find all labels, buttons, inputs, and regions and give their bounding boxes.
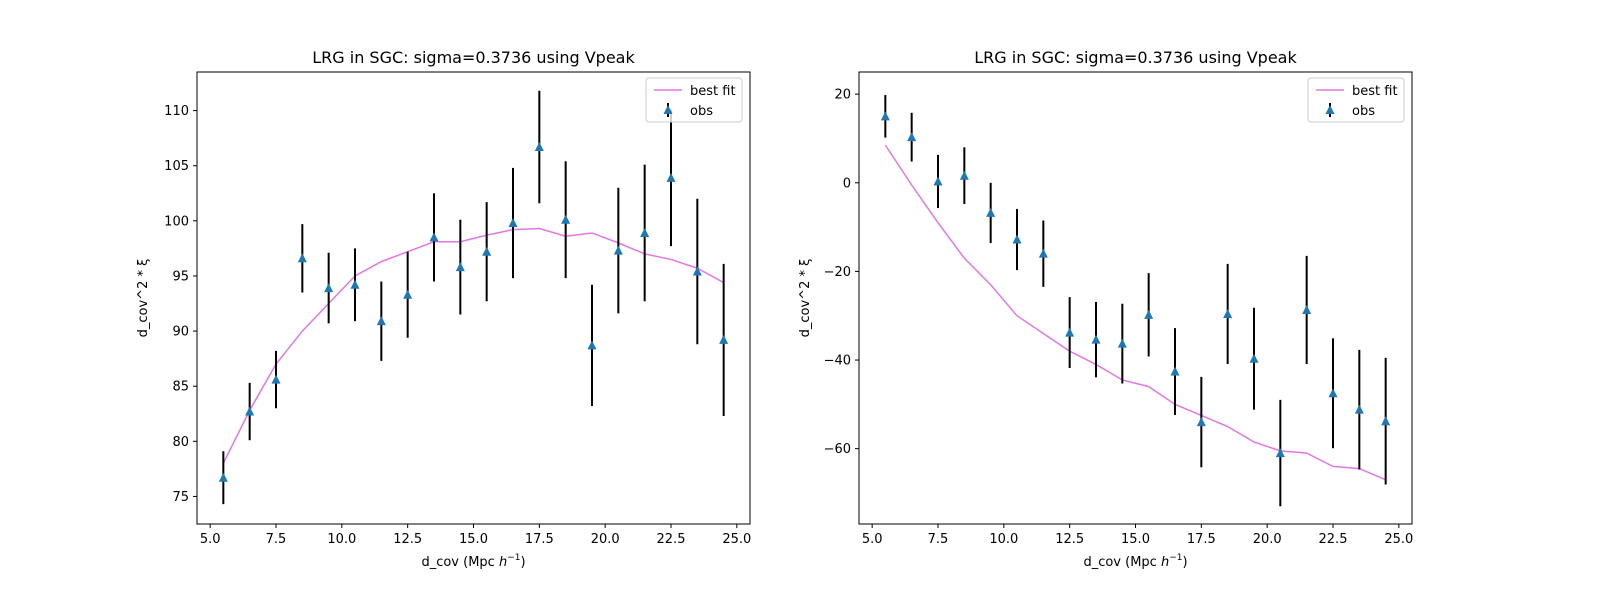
left-obs-point <box>218 472 228 482</box>
right-x-axis: 5.0 7.5 10.0 12.5 15.0 17.5 20.0 22.5 25.0 <box>862 524 1413 547</box>
left-x-tick-label: 20.0 <box>591 532 620 547</box>
right-obs-point <box>1249 353 1259 363</box>
left-x-axis: 5.0 7.5 10.0 12.5 15.0 17.5 20.0 22.5 25.0 <box>200 524 751 547</box>
right-obs-point <box>1354 404 1364 414</box>
left-obs-point <box>508 218 518 228</box>
right-y-tick-label: −60 <box>824 442 851 457</box>
right-obs-point <box>986 207 996 217</box>
right-best-fit-line <box>884 144 1386 481</box>
left-chart-title: LRG in SGC: sigma=0.3736 using Vpeak <box>312 48 635 67</box>
left-obs-point <box>561 214 571 224</box>
right-y-axis-label: d_cov^2 * ξ <box>798 259 813 338</box>
right-legend: best fit obs <box>1307 77 1405 123</box>
left-obs-point <box>666 172 676 182</box>
left-obs-point <box>403 289 413 299</box>
left-obs-point <box>692 266 702 276</box>
right-chart-title: LRG in SGC: sigma=0.3736 using Vpeak <box>974 48 1297 67</box>
left-obs-point <box>613 245 623 255</box>
left-y-axis: 75 80 85 90 95 100 105 110 <box>164 104 197 505</box>
left-legend: best fit obs <box>645 77 743 123</box>
left-y-tick-label: 80 <box>172 435 189 450</box>
left-obs-point <box>350 279 360 289</box>
right-y-axis: −60 −40 −20 0 20 <box>824 88 859 457</box>
left-obs-point <box>324 283 334 293</box>
right-obs-point <box>1275 448 1285 458</box>
left-x-tick-label: 12.5 <box>393 532 422 547</box>
left-x-tick-label: 17.5 <box>525 532 554 547</box>
left-plot-marks <box>218 90 729 505</box>
right-x-tick-label: 17.5 <box>1187 532 1216 547</box>
right-obs-point <box>1091 334 1101 344</box>
left-x-tick-label: 15.0 <box>459 532 488 547</box>
right-x-tick-label: 12.5 <box>1055 532 1084 547</box>
left-obs-point <box>455 262 465 272</box>
right-obs-point <box>1117 338 1127 348</box>
right-obs-point <box>959 170 969 180</box>
right-y-tick-label: 20 <box>834 88 851 103</box>
left-obs-point <box>640 227 650 237</box>
left-obs-point <box>271 374 281 384</box>
right-x-tick-label: 22.5 <box>1319 532 1348 547</box>
left-y-tick-label: 75 <box>172 490 189 505</box>
right-obs-point <box>1065 327 1075 337</box>
right-y-tick-label: −20 <box>824 265 851 280</box>
left-legend-label-best-fit: best fit <box>690 84 736 99</box>
right-obs-point <box>1223 308 1233 318</box>
right-chart-panel: LRG in SGC: sigma=0.3736 using Vpeak 5.0… <box>798 48 1413 570</box>
right-y-tick-label: 0 <box>843 176 851 191</box>
right-x-tick-label: 10.0 <box>989 532 1018 547</box>
left-y-tick-label: 110 <box>164 104 189 119</box>
left-obs-point <box>245 406 255 416</box>
right-x-tick-label: 20.0 <box>1253 532 1282 547</box>
right-obs-point <box>933 176 943 186</box>
left-x-tick-label: 25.0 <box>722 532 751 547</box>
right-legend-label-obs: obs <box>1352 104 1375 119</box>
right-obs-point <box>1144 309 1154 319</box>
right-x-tick-label: 7.5 <box>928 532 949 547</box>
right-obs-point <box>1328 388 1338 398</box>
left-legend-marker-swatch <box>663 105 673 114</box>
left-obs-point <box>376 316 386 326</box>
left-x-tick-label: 5.0 <box>200 532 221 547</box>
left-obs-point <box>297 253 307 263</box>
right-obs-point <box>1012 234 1022 244</box>
right-obs-point <box>1381 416 1391 426</box>
left-obs-point <box>719 334 729 344</box>
right-x-tick-label: 25.0 <box>1384 532 1413 547</box>
left-y-tick-label: 95 <box>172 269 189 284</box>
right-obs-point <box>880 111 890 121</box>
left-obs-point <box>587 340 597 350</box>
right-plot-marks <box>880 95 1391 507</box>
right-x-tick-label: 15.0 <box>1121 532 1150 547</box>
left-y-axis-label: d_cov^2 * ξ <box>136 259 151 338</box>
left-x-tick-label: 7.5 <box>266 532 287 547</box>
left-chart-panel: LRG in SGC: sigma=0.3736 using Vpeak 5.0… <box>136 48 751 570</box>
left-y-tick-label: 85 <box>172 380 189 395</box>
left-best-fit-line <box>222 227 725 464</box>
left-y-tick-label: 90 <box>172 325 189 340</box>
right-x-tick-label: 5.0 <box>862 532 883 547</box>
right-y-tick-label: −40 <box>824 354 851 369</box>
left-obs-point <box>482 246 492 256</box>
right-obs-point <box>1170 366 1180 376</box>
left-x-axis-label: d_cov (Mpc h−1) <box>421 553 525 570</box>
left-legend-label-obs: obs <box>690 104 713 119</box>
left-obs-point <box>534 141 544 151</box>
right-legend-marker-swatch <box>1325 105 1335 114</box>
left-x-tick-label: 22.5 <box>657 532 686 547</box>
left-x-tick-label: 10.0 <box>327 532 356 547</box>
right-legend-label-best-fit: best fit <box>1352 84 1398 99</box>
right-obs-point <box>1302 304 1312 314</box>
right-obs-point <box>1038 248 1048 258</box>
left-y-tick-label: 100 <box>164 214 189 229</box>
right-obs-point <box>907 132 917 142</box>
left-obs-point <box>429 232 439 242</box>
left-y-tick-label: 105 <box>164 159 189 174</box>
right-obs-point <box>1196 417 1206 427</box>
right-x-axis-label: d_cov (Mpc h−1) <box>1083 553 1187 570</box>
